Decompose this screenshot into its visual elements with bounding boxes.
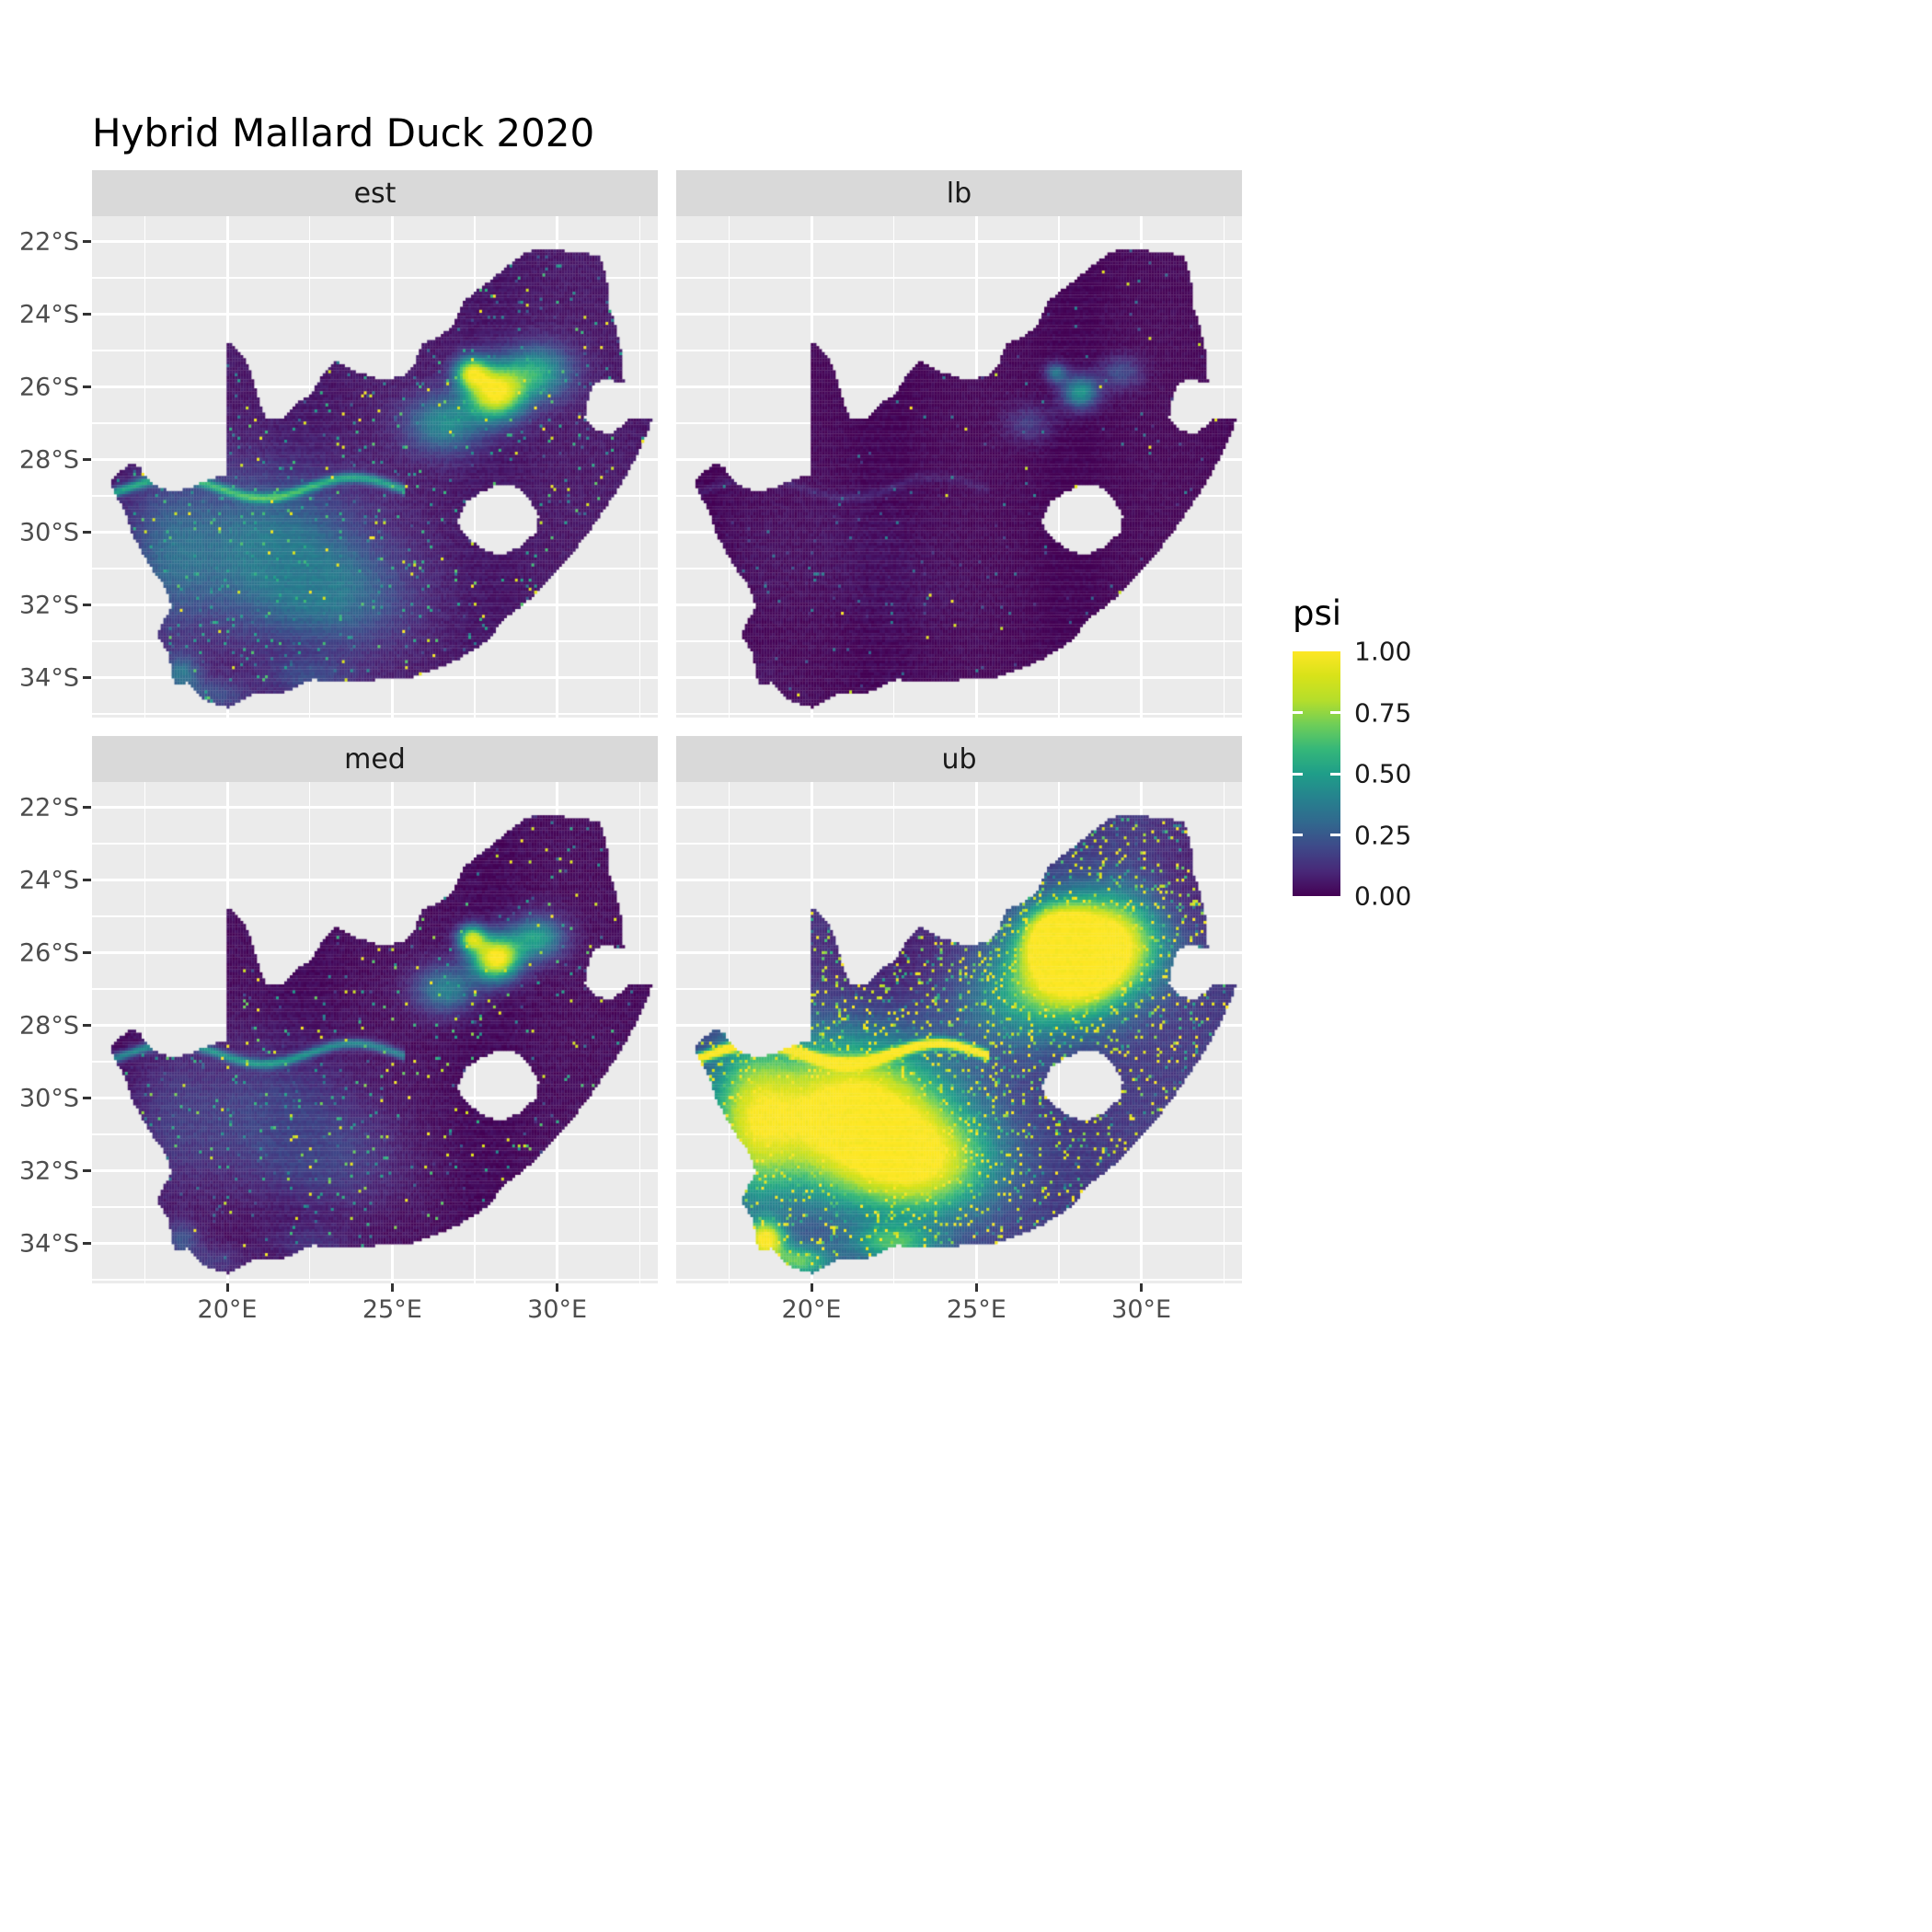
map-panel-med xyxy=(92,782,658,1283)
x-tick-mark xyxy=(556,1283,559,1292)
map-panel-est xyxy=(92,216,658,718)
y-axis-tick-label: 24°S xyxy=(19,866,79,895)
raster-map-ub xyxy=(676,782,1242,1283)
facet-strip-ub: ub xyxy=(676,736,1242,782)
y-axis-tick-label: 32°S xyxy=(19,1156,79,1186)
legend-colorbar xyxy=(1293,651,1340,896)
y-axis-tick-label: 30°S xyxy=(19,1084,79,1113)
y-axis-tick-label: 32°S xyxy=(19,591,79,620)
facet-strip-med: med xyxy=(92,736,658,782)
legend-tick-label: 0.75 xyxy=(1354,697,1412,728)
legend-title: psi xyxy=(1293,593,1342,633)
raster-map-lb xyxy=(676,216,1242,718)
colorbar-tick xyxy=(1330,772,1340,776)
y-tick-mark xyxy=(83,531,91,535)
x-tick-mark xyxy=(390,1283,394,1292)
legend-tick-label: 0.25 xyxy=(1354,820,1412,850)
legend-tick-label: 0.50 xyxy=(1354,758,1412,789)
raster-map-est xyxy=(92,216,658,718)
y-axis-tick-label: 22°S xyxy=(19,227,79,257)
x-tick-mark xyxy=(974,1283,978,1292)
colorbar-tick xyxy=(1330,711,1340,714)
plot-title: Hybrid Mallard Duck 2020 xyxy=(92,110,595,155)
y-axis-tick-label: 28°S xyxy=(19,445,79,475)
y-tick-mark xyxy=(83,604,91,607)
legend-tick-label: 1.00 xyxy=(1354,636,1412,667)
facet-strip-label-med: med xyxy=(344,742,406,776)
y-tick-mark xyxy=(83,385,91,389)
facet-strip-est: est xyxy=(92,170,658,216)
facet-strip-lb: lb xyxy=(676,170,1242,216)
y-axis-tick-label: 28°S xyxy=(19,1011,79,1041)
y-tick-mark xyxy=(83,458,91,462)
map-panel-ub xyxy=(676,782,1242,1283)
y-axis-tick-label: 24°S xyxy=(19,300,79,329)
y-tick-mark xyxy=(83,240,91,244)
y-tick-mark xyxy=(83,879,91,882)
colorbar-tick xyxy=(1293,834,1303,836)
colorbar-tick xyxy=(1293,711,1303,714)
y-tick-mark xyxy=(83,1024,91,1028)
x-axis-tick-label: 20°E xyxy=(197,1295,258,1324)
x-axis-tick-label: 25°E xyxy=(946,1295,1006,1324)
y-axis-tick-label: 26°S xyxy=(19,373,79,402)
x-axis-tick-label: 30°E xyxy=(1111,1295,1172,1324)
y-tick-mark xyxy=(83,676,91,680)
y-axis-tick-label: 22°S xyxy=(19,793,79,822)
y-axis-tick-label: 34°S xyxy=(19,1229,79,1259)
y-tick-mark xyxy=(83,806,91,810)
colorbar-tick xyxy=(1293,772,1303,776)
raster-map-med xyxy=(92,782,658,1283)
y-tick-mark xyxy=(83,1242,91,1246)
colorbar-tick xyxy=(1330,834,1340,836)
y-tick-mark xyxy=(83,1169,91,1173)
x-axis-tick-label: 30°E xyxy=(527,1295,588,1324)
x-tick-mark xyxy=(1140,1283,1144,1292)
legend-tick-label: 0.00 xyxy=(1354,880,1412,912)
y-axis-tick-label: 34°S xyxy=(19,663,79,693)
map-panel-lb xyxy=(676,216,1242,718)
x-tick-mark xyxy=(225,1283,229,1292)
y-axis-tick-label: 30°S xyxy=(19,518,79,547)
x-axis-tick-label: 20°E xyxy=(781,1295,842,1324)
facet-strip-label-est: est xyxy=(353,177,397,210)
y-tick-mark xyxy=(83,313,91,316)
y-axis-tick-label: 26°S xyxy=(19,938,79,968)
facet-strip-label-ub: ub xyxy=(941,742,977,776)
y-tick-mark xyxy=(83,1097,91,1100)
y-tick-mark xyxy=(83,951,91,955)
x-tick-mark xyxy=(810,1283,813,1292)
facet-strip-label-lb: lb xyxy=(946,177,972,210)
x-axis-tick-label: 25°E xyxy=(362,1295,422,1324)
